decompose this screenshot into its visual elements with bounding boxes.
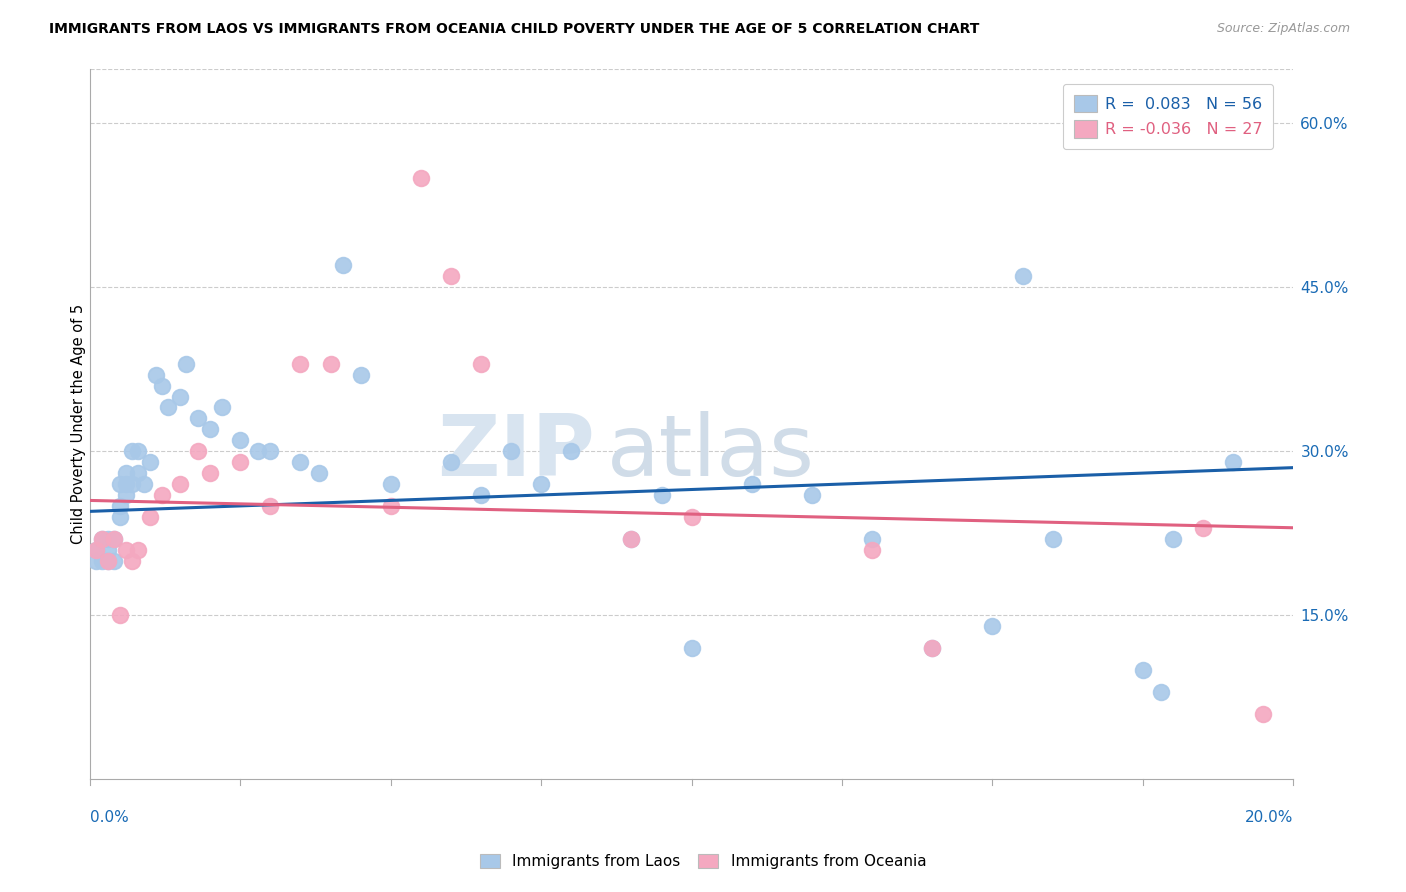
Point <box>90 532 112 546</box>
Point <box>651 488 673 502</box>
Point <box>1251 706 1274 721</box>
Point <box>1192 521 1215 535</box>
Point <box>620 532 643 546</box>
Point <box>470 488 492 502</box>
Point <box>90 532 112 546</box>
Point <box>1222 455 1244 469</box>
Point <box>187 411 209 425</box>
Point <box>97 553 120 567</box>
Text: 0.0%: 0.0% <box>90 810 128 825</box>
Point <box>157 401 180 415</box>
Point <box>121 553 143 567</box>
Point <box>121 477 143 491</box>
Point <box>1042 532 1064 546</box>
Point <box>97 532 120 546</box>
Point <box>174 357 197 371</box>
Point <box>259 444 281 458</box>
Point <box>97 542 120 557</box>
Point <box>319 357 342 371</box>
Point <box>860 542 883 557</box>
Point <box>187 444 209 458</box>
Text: atlas: atlas <box>607 411 815 494</box>
Point <box>139 509 162 524</box>
Point <box>84 542 107 557</box>
Point <box>530 477 553 491</box>
Point <box>981 619 1004 633</box>
Point <box>259 499 281 513</box>
Point <box>169 390 191 404</box>
Point <box>200 422 222 436</box>
Point <box>350 368 373 382</box>
Point <box>741 477 763 491</box>
Point <box>127 466 149 480</box>
Point <box>1150 685 1173 699</box>
Point <box>801 488 824 502</box>
Text: Source: ZipAtlas.com: Source: ZipAtlas.com <box>1216 22 1350 36</box>
Legend: R =  0.083   N = 56, R = -0.036   N = 27: R = 0.083 N = 56, R = -0.036 N = 27 <box>1063 84 1274 149</box>
Point <box>115 477 138 491</box>
Point <box>1161 532 1184 546</box>
Text: IMMIGRANTS FROM LAOS VS IMMIGRANTS FROM OCEANIA CHILD POVERTY UNDER THE AGE OF 5: IMMIGRANTS FROM LAOS VS IMMIGRANTS FROM … <box>49 22 980 37</box>
Point <box>440 455 463 469</box>
Point <box>108 608 131 623</box>
Point <box>150 488 173 502</box>
Point <box>470 357 492 371</box>
Point <box>1132 663 1154 677</box>
Point <box>290 357 312 371</box>
Text: 20.0%: 20.0% <box>1244 810 1294 825</box>
Point <box>121 444 143 458</box>
Point <box>308 466 330 480</box>
Point <box>169 477 191 491</box>
Point <box>108 499 131 513</box>
Point <box>150 378 173 392</box>
Point <box>229 455 252 469</box>
Point <box>247 444 270 458</box>
Point <box>103 553 125 567</box>
Point <box>380 499 402 513</box>
Point <box>921 641 943 656</box>
Point <box>440 269 463 284</box>
Point <box>409 170 432 185</box>
Point <box>145 368 167 382</box>
Point <box>90 553 112 567</box>
Y-axis label: Child Poverty Under the Age of 5: Child Poverty Under the Age of 5 <box>72 304 86 544</box>
Point <box>115 488 138 502</box>
Point <box>127 542 149 557</box>
Point <box>84 542 107 557</box>
Point <box>681 641 703 656</box>
Point <box>921 641 943 656</box>
Point <box>380 477 402 491</box>
Point <box>132 477 155 491</box>
Point <box>860 532 883 546</box>
Point <box>1011 269 1033 284</box>
Point <box>115 542 138 557</box>
Point <box>229 434 252 448</box>
Point <box>103 532 125 546</box>
Point <box>501 444 523 458</box>
Point <box>127 444 149 458</box>
Point <box>139 455 162 469</box>
Point <box>108 477 131 491</box>
Point <box>211 401 233 415</box>
Text: ZIP: ZIP <box>437 411 595 494</box>
Point <box>332 258 354 272</box>
Point <box>560 444 582 458</box>
Point <box>681 509 703 524</box>
Legend: Immigrants from Laos, Immigrants from Oceania: Immigrants from Laos, Immigrants from Oc… <box>474 847 932 875</box>
Point <box>290 455 312 469</box>
Point <box>115 466 138 480</box>
Point <box>108 509 131 524</box>
Point <box>200 466 222 480</box>
Point <box>103 532 125 546</box>
Point <box>84 553 107 567</box>
Point <box>620 532 643 546</box>
Point <box>97 553 120 567</box>
